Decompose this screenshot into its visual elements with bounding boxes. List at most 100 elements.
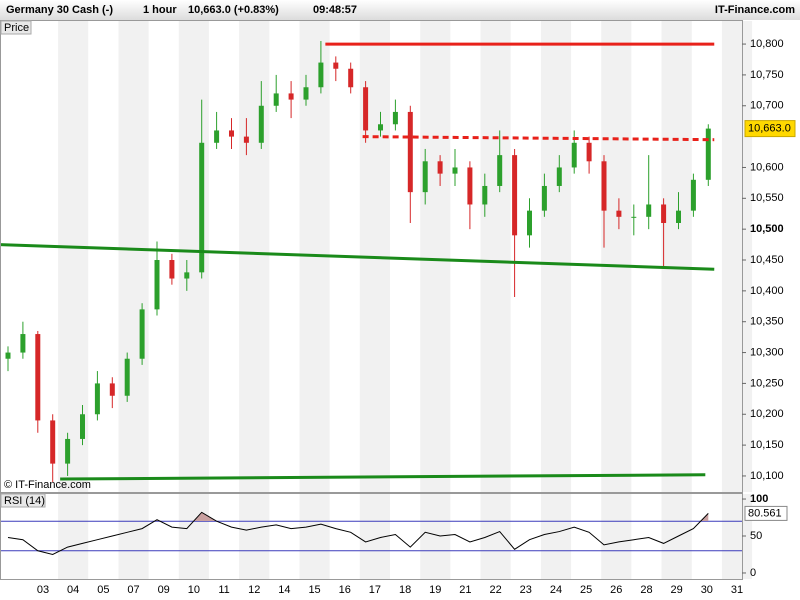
y-tick-label: 10,800 bbox=[750, 38, 784, 50]
candle-body bbox=[407, 111, 413, 193]
candle-body bbox=[482, 185, 488, 205]
trend-line bbox=[60, 473, 706, 481]
day-band bbox=[118, 494, 149, 579]
candle-body bbox=[199, 142, 205, 273]
interval: 1 hour bbox=[143, 4, 177, 16]
x-tick-label: 26 bbox=[610, 584, 622, 596]
x-tick-label: 16 bbox=[339, 584, 351, 596]
price-frame bbox=[0, 20, 743, 493]
x-tick-label: 14 bbox=[278, 584, 290, 596]
instrument: Germany 30 Cash (-) bbox=[6, 4, 113, 16]
x-tick-label: 17 bbox=[369, 584, 381, 596]
trend-line bbox=[0, 243, 715, 271]
x-tick-label: 24 bbox=[550, 584, 562, 596]
y-tick-label: 10,300 bbox=[750, 346, 784, 358]
candle-body bbox=[333, 62, 339, 69]
candle-body bbox=[467, 167, 473, 205]
candle-body bbox=[243, 136, 249, 143]
x-tick-label: 28 bbox=[640, 584, 652, 596]
x-tick-label: 09 bbox=[158, 584, 170, 596]
y-tick-label: 10,350 bbox=[750, 316, 784, 328]
x-tick-label: 21 bbox=[459, 584, 471, 596]
last-price-box bbox=[744, 120, 796, 138]
candle-body bbox=[109, 383, 115, 396]
candle-body bbox=[348, 68, 354, 88]
candle-body bbox=[437, 161, 443, 174]
candle-body bbox=[50, 420, 56, 464]
y-tick-label: 50 bbox=[750, 530, 762, 542]
time: 09:48:57 bbox=[313, 4, 357, 16]
x-tick-label: 05 bbox=[97, 584, 109, 596]
candle-body bbox=[124, 358, 130, 396]
day-band bbox=[601, 21, 632, 492]
day-band bbox=[420, 494, 451, 579]
x-tick-label: 29 bbox=[671, 584, 683, 596]
candle-body bbox=[303, 87, 309, 100]
day-band bbox=[661, 21, 692, 492]
candle-body bbox=[80, 414, 85, 439]
candle-body bbox=[497, 155, 503, 186]
candle-body bbox=[184, 272, 190, 279]
last-price-label: 10,663.0 bbox=[748, 122, 791, 134]
candle-body bbox=[258, 105, 264, 143]
candle-body bbox=[229, 130, 234, 137]
y-tick-label: 10,100 bbox=[750, 470, 784, 482]
panel-tag bbox=[0, 20, 32, 35]
day-band bbox=[178, 494, 209, 579]
candle-body bbox=[541, 185, 547, 211]
x-tick-label: 10 bbox=[188, 584, 200, 596]
plot bbox=[0, 40, 742, 556]
y-tick-label: 0 bbox=[750, 567, 756, 579]
day-band bbox=[721, 21, 753, 492]
y-tick-label: 10,150 bbox=[750, 439, 784, 451]
y-tick-label: 10,400 bbox=[750, 285, 784, 297]
candle-body bbox=[20, 334, 26, 353]
day-band bbox=[601, 494, 632, 579]
candle-body bbox=[527, 210, 532, 236]
candle-body bbox=[318, 62, 324, 88]
candle-body bbox=[556, 167, 562, 186]
day-band bbox=[480, 494, 511, 579]
candle-body bbox=[5, 352, 11, 359]
rsi-title: RSI (14) bbox=[4, 495, 45, 507]
panel-tag bbox=[0, 493, 46, 508]
header-bar bbox=[0, 0, 800, 20]
x-tick-label: 12 bbox=[248, 584, 260, 596]
x-tick-label: 03 bbox=[37, 584, 49, 596]
y-tick-label: 10,250 bbox=[750, 377, 784, 389]
x-tick-label: 30 bbox=[701, 584, 713, 596]
day-band bbox=[540, 21, 572, 492]
x-tick-label: 31 bbox=[731, 584, 743, 596]
trend-line bbox=[362, 135, 715, 142]
candle-body bbox=[601, 161, 607, 211]
quote: 10,663.0 (+0.83%) bbox=[188, 4, 279, 16]
x-tick-label: 04 bbox=[67, 584, 79, 596]
candle-body bbox=[288, 93, 294, 100]
day-band bbox=[58, 494, 89, 579]
x-tick-label: 11 bbox=[218, 584, 229, 596]
price-title: Price bbox=[4, 22, 29, 34]
y-tick-label: 10,450 bbox=[750, 254, 784, 266]
candle-body bbox=[690, 179, 696, 211]
candle-body bbox=[661, 204, 667, 223]
day-band bbox=[420, 21, 451, 492]
day-band bbox=[540, 494, 572, 579]
candle-body bbox=[273, 93, 279, 106]
y-tick-label: 10,750 bbox=[750, 69, 784, 81]
day-band bbox=[299, 494, 330, 579]
y-tick-label: 10,700 bbox=[750, 100, 784, 112]
watermark: © IT-Finance.com bbox=[4, 479, 91, 491]
y-tick-label: 10,600 bbox=[750, 161, 784, 173]
candle-body bbox=[705, 128, 711, 180]
day-band bbox=[239, 494, 270, 579]
candle-body bbox=[154, 260, 160, 310]
overbought-fill bbox=[154, 512, 709, 521]
y-tick-label: 10,550 bbox=[750, 192, 784, 204]
candle-body bbox=[378, 124, 383, 131]
candle-body bbox=[169, 260, 175, 279]
candle-body bbox=[616, 210, 622, 217]
y-tick-label: 100 bbox=[750, 493, 768, 505]
candle-body bbox=[94, 383, 100, 415]
y-tick-label: 10,200 bbox=[750, 408, 784, 420]
